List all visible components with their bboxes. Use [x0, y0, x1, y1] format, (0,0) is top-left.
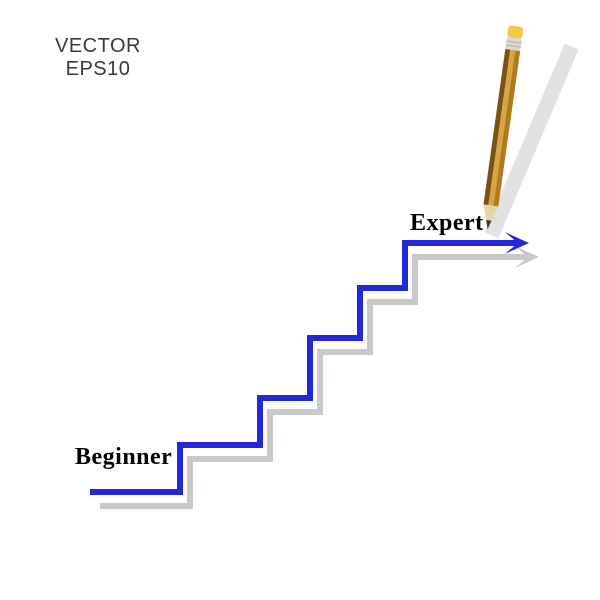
canvas: VECTOR EPS10 Beginner Expert — [0, 0, 600, 600]
label-beginner: Beginner — [75, 444, 172, 471]
